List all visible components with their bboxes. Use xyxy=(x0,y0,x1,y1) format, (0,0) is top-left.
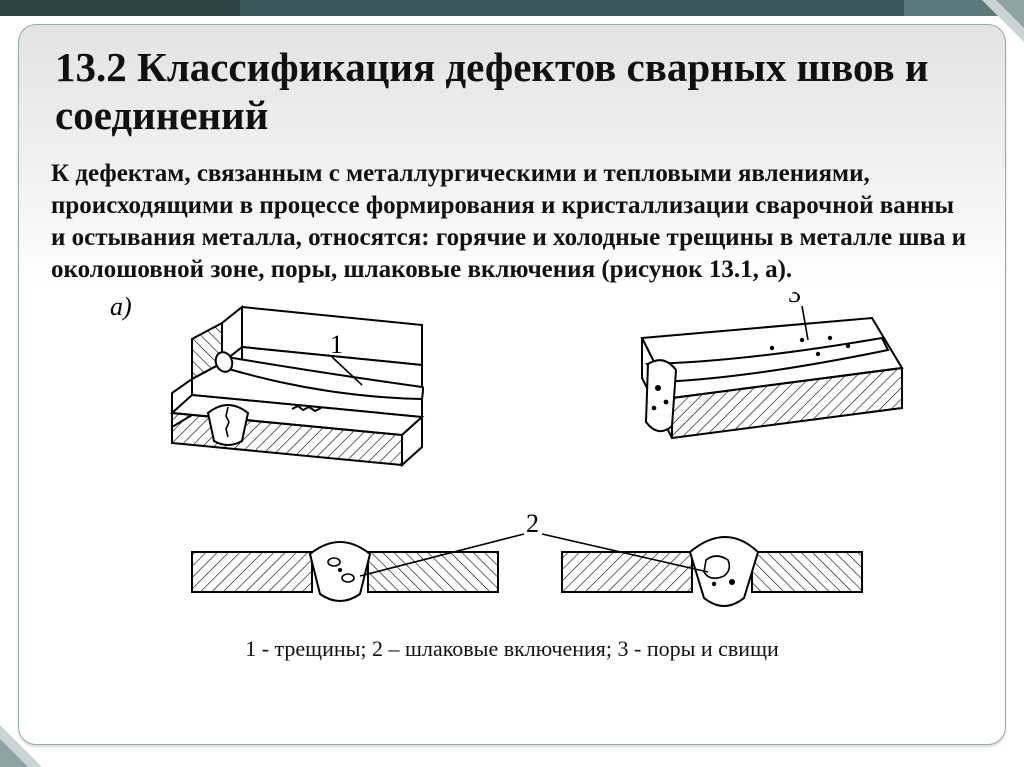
top-accent-bar xyxy=(0,0,1024,16)
figure-label-a: a) xyxy=(110,292,132,322)
slide-card: 13.2 Классификация дефектов сварных швов… xyxy=(18,24,1006,745)
svg-text:3: 3 xyxy=(788,292,801,308)
corner-decoration-bl xyxy=(0,725,42,767)
svg-text:2: 2 xyxy=(526,509,539,538)
defects-diagram: 1 xyxy=(102,292,922,632)
figure-panel: a) xyxy=(102,292,922,632)
svg-text:1: 1 xyxy=(330,330,343,359)
figure-caption: 1 - трещины; 2 – шлаковые включения; 3 -… xyxy=(51,636,973,662)
slide-title: 13.2 Классификация дефектов сварных швов… xyxy=(51,43,973,140)
dia-slag: 2 xyxy=(192,509,862,606)
body-paragraph: К дефектам, связанным с металлургическим… xyxy=(51,158,973,286)
dia-fillet-weld: 1 xyxy=(172,307,423,465)
dia-pores: 3 xyxy=(642,292,902,438)
